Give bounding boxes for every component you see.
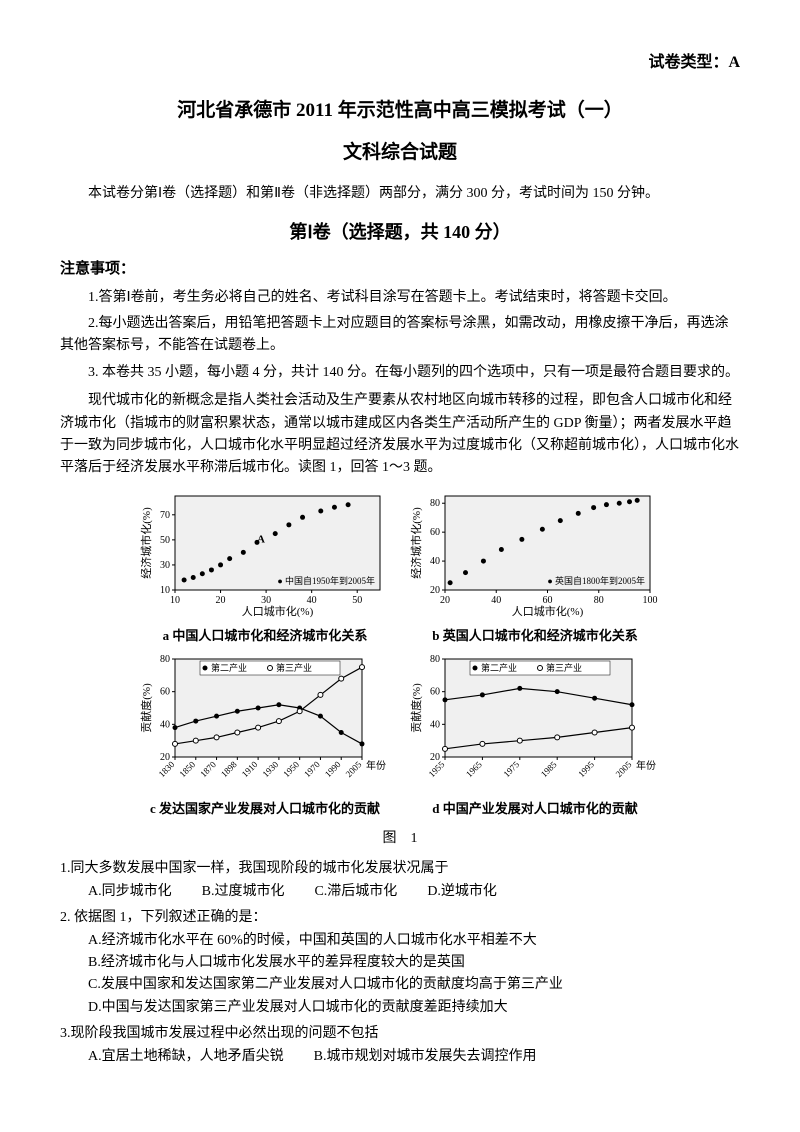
q1-option-a: A.同步城市化 [88, 881, 172, 903]
svg-text:年份: 年份 [636, 759, 656, 772]
svg-text:第三产业: 第三产业 [546, 662, 582, 673]
svg-text:60: 60 [430, 527, 440, 538]
q1-option-c: C.滞后城市化 [314, 881, 397, 903]
chart-c-caption: c 发达国家产业发展对人口城市化的贡献 [140, 799, 390, 820]
svg-text:第二产业: 第二产业 [481, 662, 517, 673]
svg-text:40: 40 [430, 556, 440, 567]
chart-d-caption: d 中国产业发展对人口城市化的贡献 [410, 799, 660, 820]
svg-text:2005: 2005 [344, 759, 364, 779]
question-3-options: A.宜居土地稀缺，人地矛盾尖锐 B.城市规划对城市发展失去调控作用 [60, 1046, 740, 1068]
svg-text:100: 100 [643, 595, 658, 606]
svg-text:2005: 2005 [614, 759, 634, 779]
chart-row-2: 1830185018701898191019301950197019902005… [140, 651, 660, 820]
svg-text:70: 70 [160, 509, 170, 520]
svg-text:30: 30 [160, 560, 170, 571]
svg-text:20: 20 [216, 595, 226, 606]
charts-container: 10 20 30 40 50 10 30 50 70 A ● 中国自1950年到2005年人口城市化… [60, 488, 740, 851]
q2-option-a: A.经济城市化水平在 60%的时候，中国和英国的人口城市化水平相差不大 [88, 930, 740, 952]
notice-title: 注意事项： [60, 257, 740, 281]
svg-text:80: 80 [160, 654, 170, 665]
svg-text:1965: 1965 [464, 759, 484, 779]
svg-text:60: 60 [160, 687, 170, 698]
svg-text:1975: 1975 [501, 759, 521, 779]
svg-text:经济城市化(%): 经济城市化(%) [140, 507, 153, 579]
exam-title: 河北省承德市 2011 年示范性高中高三模拟考试（一） [60, 96, 740, 126]
svg-text:经济城市化(%): 经济城市化(%) [410, 507, 423, 579]
passage-text: 现代城市化的新概念是指人类社会活动及生产要素从农村地区向城市转移的过程，即包含人… [60, 390, 740, 480]
notice-2: 2.每小题选出答案后，用铅笔把答题卡上对应题目的答案标号涂黑，如需改动，用橡皮擦… [60, 313, 740, 358]
q3-option-b: B.城市规划对城市发展失去调控作用 [314, 1046, 537, 1068]
section-title: 第Ⅰ卷（选择题，共 140 分） [60, 218, 740, 247]
svg-text:40: 40 [491, 595, 501, 606]
chart-c: 1830185018701898191019301950197019902005… [140, 651, 390, 820]
q2-option-d: D.中国与发达国家第三产业发展对人口城市化的贡献度差距持续加大 [88, 997, 740, 1019]
q2-option-b: B.经济城市化与人口城市化发展水平的差异程度较大的是英国 [88, 952, 740, 974]
notice-1: 1.答第Ⅰ卷前，考生务必将自己的姓名、考试科目涂写在答题卡上。考试结束时，将答题… [60, 287, 740, 309]
q2-option-c: C.发展中国家和发达国家第二产业发展对人口城市化的贡献度均高于第三产业 [88, 974, 740, 996]
svg-text:80: 80 [430, 498, 440, 509]
svg-text:10: 10 [160, 585, 170, 596]
svg-text:● 英国自1800年到2005年: ● 英国自1800年到2005年 [547, 575, 645, 586]
question-3: 3.现阶段我国城市发展过程中必然出现的问题不包括 [60, 1023, 740, 1045]
chart-row-1: 10 20 30 40 50 10 30 50 70 A ● 中国自1950年到2005年人口城市化… [140, 488, 660, 647]
svg-text:年份: 年份 [366, 759, 386, 772]
chart-a-caption: a 中国人口城市化和经济城市化关系 [140, 626, 390, 647]
svg-text:40: 40 [160, 719, 170, 730]
paper-type: 试卷类型：A [60, 50, 740, 76]
intro-text: 本试卷分第Ⅰ卷（选择题）和第Ⅱ卷（非选择题）两部分，满分 300 分，考试时间为… [60, 183, 740, 205]
svg-text:20: 20 [160, 752, 170, 763]
svg-text:1850: 1850 [177, 759, 197, 779]
svg-text:80: 80 [430, 654, 440, 665]
svg-text:50: 50 [352, 595, 362, 606]
svg-text:30: 30 [261, 595, 271, 606]
q1-option-b: B.过度城市化 [202, 881, 285, 903]
svg-text:40: 40 [430, 719, 440, 730]
chart-b-caption: b 英国人口城市化和经济城市化关系 [410, 626, 660, 647]
svg-text:80: 80 [594, 595, 604, 606]
svg-text:60: 60 [430, 687, 440, 698]
chart-a: 10 20 30 40 50 10 30 50 70 A ● 中国自1950年到2005年人口城市化… [140, 488, 390, 647]
svg-text:20: 20 [440, 595, 450, 606]
figure-label: 图 1 [383, 828, 418, 850]
chart-b: 20 40 60 80 100 20 40 60 80 ● 英国自1800年到2005年人口城市化… [410, 488, 660, 647]
svg-text:A: A [257, 533, 265, 545]
question-2-options: A.经济城市化水平在 60%的时候，中国和英国的人口城市化水平相差不大 B.经济… [60, 930, 740, 1020]
svg-text:1870: 1870 [198, 759, 218, 779]
notice-3: 3. 本卷共 35 小题，每小题 4 分，共计 140 分。在每小题列的四个选项… [60, 362, 740, 384]
svg-text:1990: 1990 [323, 759, 343, 779]
svg-text:贡献度(%): 贡献度(%) [410, 683, 423, 733]
q1-option-d: D.逆城市化 [427, 881, 497, 903]
svg-text:1995: 1995 [576, 759, 596, 779]
svg-text:50: 50 [160, 535, 170, 546]
svg-text:1985: 1985 [539, 759, 559, 779]
question-1: 1.同大多数发展中国家一样，我国现阶段的城市化发展状况属于 [60, 858, 740, 880]
exam-subtitle: 文科综合试题 [60, 138, 740, 168]
q3-option-a: A.宜居土地稀缺，人地矛盾尖锐 [88, 1046, 284, 1068]
svg-text:贡献度(%): 贡献度(%) [140, 683, 153, 733]
svg-text:1898: 1898 [219, 759, 239, 779]
svg-text:第三产业: 第三产业 [276, 662, 312, 673]
svg-text:10: 10 [170, 595, 180, 606]
svg-text:人口城市化(%): 人口城市化(%) [242, 604, 314, 618]
question-1-options: A.同步城市化 B.过度城市化 C.滞后城市化 D.逆城市化 [60, 881, 740, 903]
svg-text:1950: 1950 [281, 759, 301, 779]
svg-text:● 中国自1950年到2005年: ● 中国自1950年到2005年 [277, 575, 375, 586]
svg-text:1930: 1930 [261, 759, 281, 779]
svg-text:40: 40 [307, 595, 317, 606]
svg-text:人口城市化(%): 人口城市化(%) [512, 604, 584, 618]
svg-text:20: 20 [430, 585, 440, 596]
svg-text:1910: 1910 [240, 759, 260, 779]
svg-text:第二产业: 第二产业 [211, 662, 247, 673]
svg-text:60: 60 [543, 595, 553, 606]
svg-text:20: 20 [430, 752, 440, 763]
question-2: 2. 依据图 1，下列叙述正确的是： [60, 907, 740, 929]
svg-text:1970: 1970 [302, 759, 322, 779]
chart-d: 19551965197519851995200520406080第二产业第三产业… [410, 651, 660, 820]
